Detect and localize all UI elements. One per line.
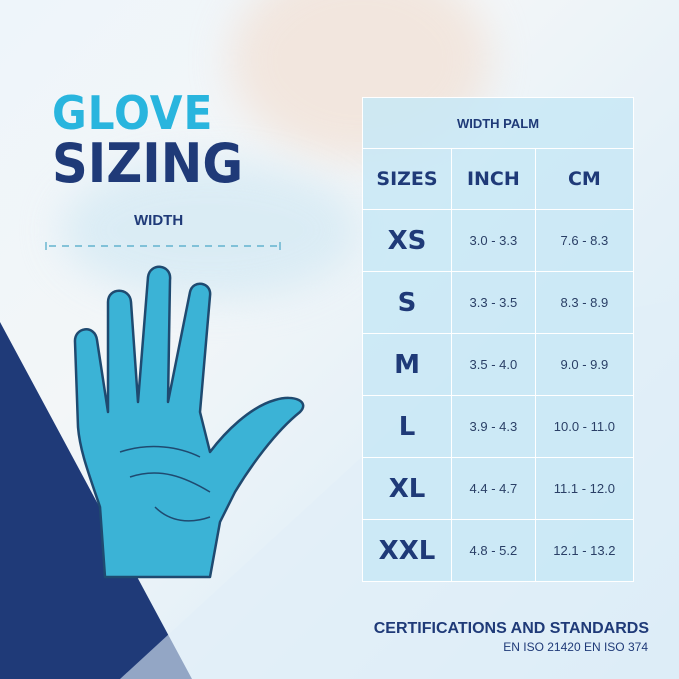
hand-icon [73, 265, 305, 579]
title-line1: GLOVE [52, 86, 214, 140]
size-cell: S [362, 271, 452, 334]
size-cell: L [362, 395, 452, 458]
cm-cell: 10.0 - 11.0 [534, 395, 635, 458]
table-row: XXL 4.8 - 5.2 12.1 - 13.2 [362, 519, 635, 582]
inch-cell: 3.3 - 3.5 [451, 271, 536, 334]
table-row: XL 4.4 - 4.7 11.1 - 12.0 [362, 457, 635, 520]
size-cell: XXL [362, 519, 452, 582]
width-label: WIDTH [134, 212, 184, 229]
cm-cell: 8.3 - 8.9 [534, 271, 635, 334]
inch-cell: 3.9 - 4.3 [451, 395, 536, 458]
table-row: L 3.9 - 4.3 10.0 - 11.0 [362, 395, 635, 458]
table-header: WIDTH PALM [362, 97, 634, 149]
cm-cell: 12.1 - 13.2 [534, 519, 635, 582]
inch-cell: 4.4 - 4.7 [451, 457, 536, 520]
background-blur [60, 160, 360, 300]
column-header-cm: CM [534, 148, 635, 210]
table-row: M 3.5 - 4.0 9.0 - 9.9 [362, 333, 635, 396]
column-header-inch: INCH [451, 148, 536, 210]
inch-cell: 4.8 - 5.2 [451, 519, 536, 582]
table-row: S 3.3 - 3.5 8.3 - 8.9 [362, 271, 635, 334]
size-cell: XL [362, 457, 452, 520]
cm-cell: 7.6 - 8.3 [534, 209, 635, 272]
certifications-standards: EN ISO 21420 EN ISO 374 [503, 640, 648, 654]
size-cell: M [362, 333, 452, 396]
inch-cell: 3.0 - 3.3 [451, 209, 536, 272]
width-measure-line [45, 242, 281, 250]
inch-cell: 3.5 - 4.0 [451, 333, 536, 396]
cm-cell: 11.1 - 12.0 [534, 457, 635, 520]
cm-cell: 9.0 - 9.9 [534, 333, 635, 396]
size-cell: XS [362, 209, 452, 272]
table-row: XS 3.0 - 3.3 7.6 - 8.3 [362, 209, 635, 272]
size-table: WIDTH PALM SIZES INCH CM XS 3.0 - 3.3 7.6 … [362, 97, 635, 582]
column-header-sizes: SIZES [362, 148, 452, 210]
certifications-title: CERTIFICATIONS AND STANDARDS [373, 620, 649, 637]
title-line2: SIZING [52, 132, 244, 195]
